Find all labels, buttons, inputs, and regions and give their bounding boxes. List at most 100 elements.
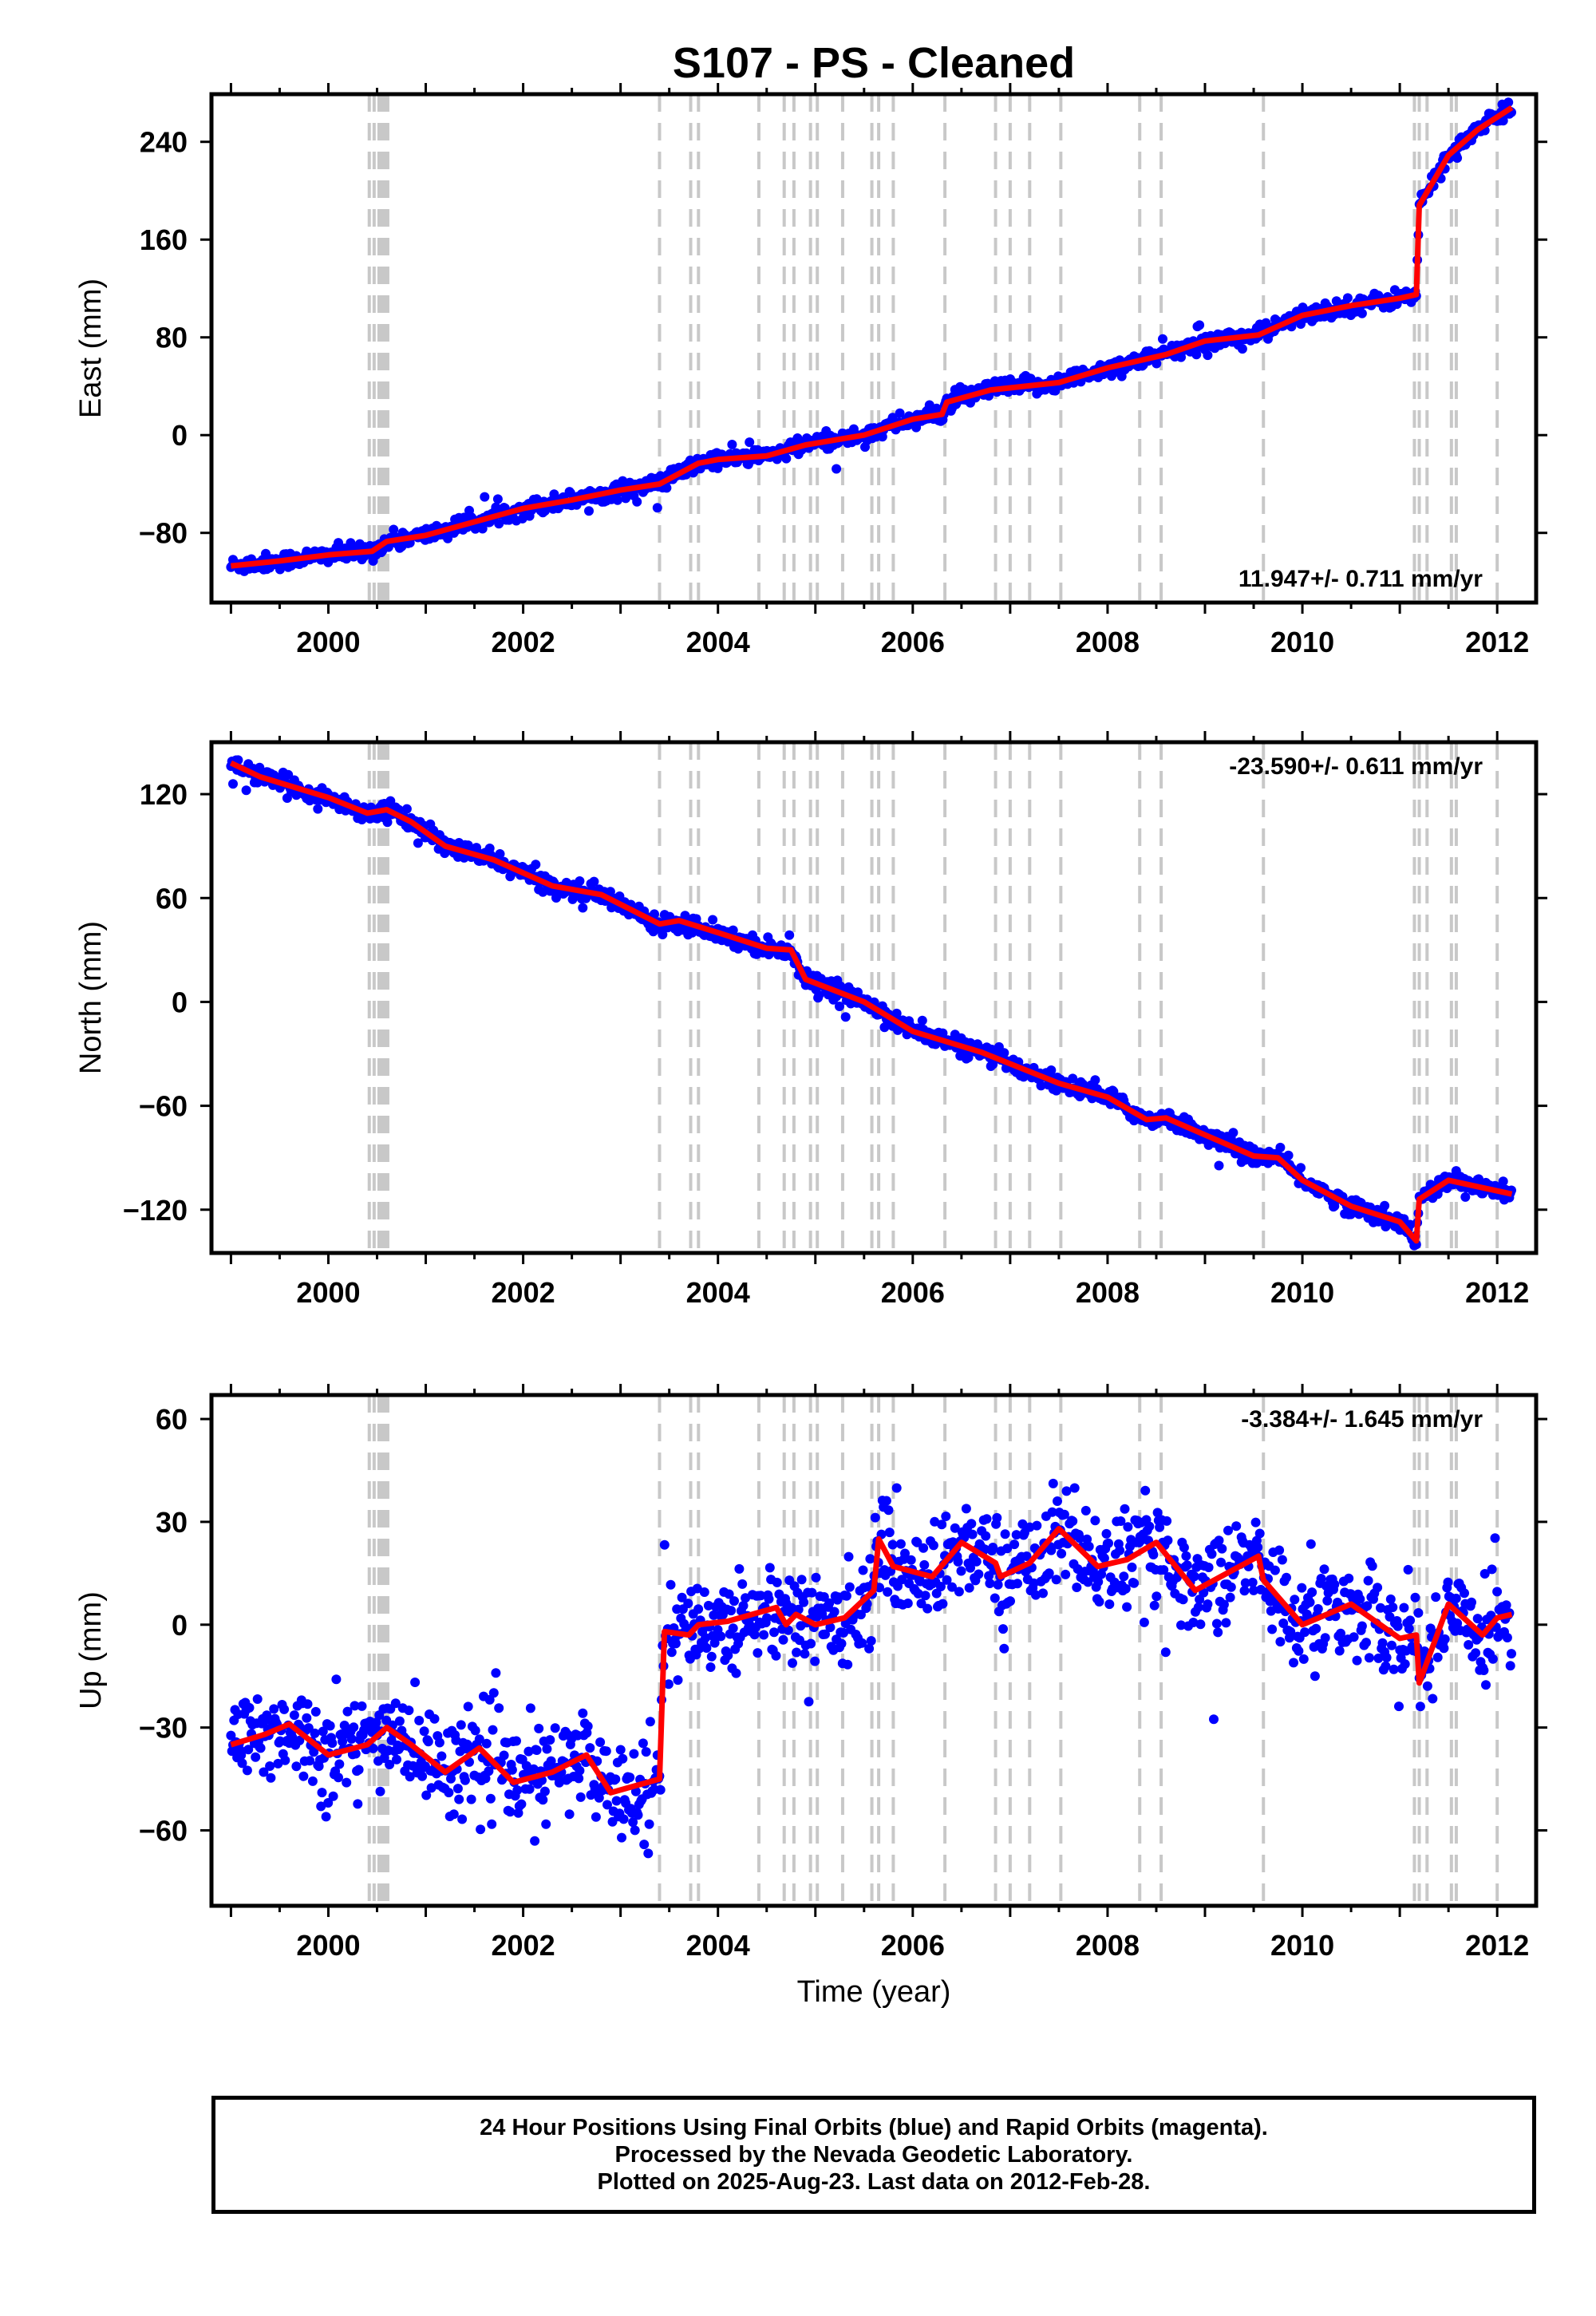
data-point [764, 1563, 775, 1573]
data-point [726, 1606, 737, 1616]
data-point [280, 1755, 290, 1765]
data-point [1013, 1579, 1022, 1589]
data-point [226, 1730, 236, 1741]
data-point [303, 1723, 314, 1733]
data-point [814, 990, 824, 1000]
data-point [538, 1795, 548, 1805]
data-point [1216, 1557, 1226, 1567]
data-point [531, 860, 541, 870]
data-point [1342, 293, 1353, 303]
data-point [334, 1759, 345, 1769]
data-point [323, 1798, 334, 1808]
data-point [638, 1738, 648, 1749]
data-point [728, 925, 738, 935]
data-point [980, 1544, 990, 1555]
footer-line-2: Processed by the Nevada Geodetic Laborat… [614, 2142, 1133, 2168]
data-point [1344, 1573, 1354, 1583]
data-point [1140, 1485, 1151, 1496]
data-point [1373, 1653, 1384, 1663]
data-point [488, 1688, 499, 1698]
data-point [1053, 1496, 1062, 1506]
up-axes: 2000 2002 2004 2006 2008 2010 2012 −60 −30 0 30 60 U… [74, 1384, 1547, 2009]
data-point [781, 453, 792, 464]
data-point [611, 1796, 622, 1806]
data-point [283, 769, 294, 780]
y-tick-label: −60 [139, 1090, 188, 1123]
data-point [769, 1627, 779, 1638]
data-point [1310, 1671, 1320, 1682]
east-daily-positions [226, 97, 1516, 576]
data-point [855, 1610, 866, 1620]
data-point [666, 1579, 676, 1590]
data-point [966, 1563, 975, 1573]
x-tick-label: 2000 [296, 626, 360, 658]
data-point [1254, 1528, 1265, 1539]
data-point [1160, 1647, 1171, 1658]
data-point [1381, 1661, 1391, 1671]
data-point [294, 1735, 305, 1745]
y-tick-label: 0 [172, 1609, 188, 1642]
data-point [334, 538, 343, 548]
data-point [266, 1773, 276, 1783]
data-point [1213, 1627, 1223, 1638]
data-point [738, 1601, 749, 1611]
x-tick-label: 2004 [686, 626, 750, 658]
data-point [414, 1715, 425, 1725]
data-point [919, 1559, 930, 1570]
data-point [1467, 1597, 1476, 1607]
data-point [1403, 1564, 1413, 1575]
data-point [1149, 1600, 1159, 1611]
data-point [298, 1771, 309, 1781]
data-point [564, 1809, 575, 1820]
data-point [251, 1752, 261, 1762]
y-tick-label: 0 [172, 986, 188, 1018]
data-point [318, 1726, 328, 1737]
footer-line-3: Plotted on 2025-Aug-23. Last data on 201… [597, 2169, 1151, 2195]
data-point [1093, 1577, 1104, 1587]
data-point [578, 903, 588, 913]
data-point [237, 1758, 247, 1769]
data-point [865, 1554, 875, 1564]
data-point [884, 1528, 895, 1538]
data-point [236, 1750, 247, 1761]
data-point [954, 1587, 964, 1597]
data-point [723, 1650, 733, 1661]
data-point [454, 1794, 464, 1804]
data-point [990, 1593, 1000, 1603]
data-point [289, 1710, 299, 1721]
data-point [1311, 1623, 1321, 1634]
data-point [1231, 1521, 1242, 1531]
data-point [858, 1565, 868, 1575]
data-point [601, 1746, 611, 1757]
data-point [843, 1551, 854, 1562]
x-tick-label: 2008 [1076, 1929, 1140, 1962]
data-point [1182, 1560, 1192, 1571]
data-point [841, 1591, 851, 1601]
data-point [1181, 1551, 1191, 1561]
data-point [895, 1539, 906, 1549]
data-point [883, 1587, 893, 1597]
up-panel: 2000 2002 2004 2006 2008 2010 2012 −60 −30 0 30 60 U… [74, 1384, 1547, 2009]
data-point [349, 1722, 359, 1733]
data-point [1387, 1640, 1396, 1650]
data-point [799, 1597, 809, 1607]
data-point [262, 1710, 272, 1721]
data-point [476, 1824, 486, 1835]
data-point [1044, 1568, 1054, 1579]
data-point [534, 1723, 544, 1733]
data-point [394, 1716, 405, 1726]
data-point [531, 1745, 542, 1755]
data-point [1425, 1623, 1436, 1634]
data-point [460, 1775, 470, 1785]
data-point [677, 1592, 687, 1603]
data-point [966, 1519, 977, 1529]
data-point [1381, 1653, 1392, 1662]
data-point [824, 1598, 835, 1608]
data-point [1178, 1595, 1188, 1605]
data-point [470, 1725, 480, 1736]
north-axes: 2000 2002 2004 2006 2008 2010 2012 −120 −60 0 60 12… [74, 731, 1547, 1309]
data-point [494, 1703, 504, 1713]
data-point [1090, 1075, 1100, 1085]
data-point [628, 1817, 638, 1828]
data-point [956, 1566, 966, 1576]
